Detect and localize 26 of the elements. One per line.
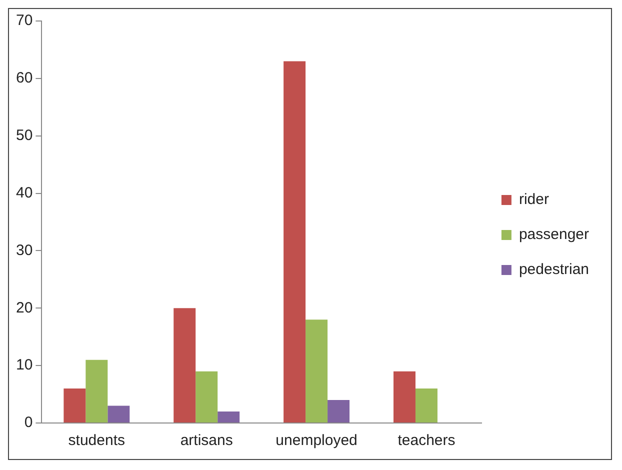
bar (218, 412, 240, 422)
y-tick-label: 70 (16, 12, 33, 30)
bar (86, 360, 108, 422)
x-tick-label: unemployed (276, 432, 358, 450)
y-tick-label: 20 (16, 299, 33, 316)
y-tick-label: 0 (24, 414, 33, 432)
x-tick-label: students (68, 432, 126, 450)
x-tick-label: artisans (180, 432, 233, 450)
bar (306, 320, 328, 422)
bar (415, 388, 438, 422)
bar (174, 308, 196, 422)
bar (284, 61, 306, 422)
bar (394, 371, 416, 422)
legend-label: rider (518, 191, 549, 208)
x-tick-label: teachers (398, 432, 456, 450)
bar (328, 400, 350, 422)
legend-label: pedestrian (518, 261, 590, 278)
bar (196, 371, 218, 422)
bar (108, 406, 130, 422)
y-tick-label: 30 (16, 242, 33, 259)
y-tick-label: 50 (16, 127, 33, 144)
y-tick-label: 60 (16, 70, 33, 87)
y-tick-label: 40 (16, 184, 33, 202)
y-tick-label: 10 (16, 356, 33, 374)
legend-label: passenger (518, 226, 590, 244)
bar (64, 388, 86, 422)
